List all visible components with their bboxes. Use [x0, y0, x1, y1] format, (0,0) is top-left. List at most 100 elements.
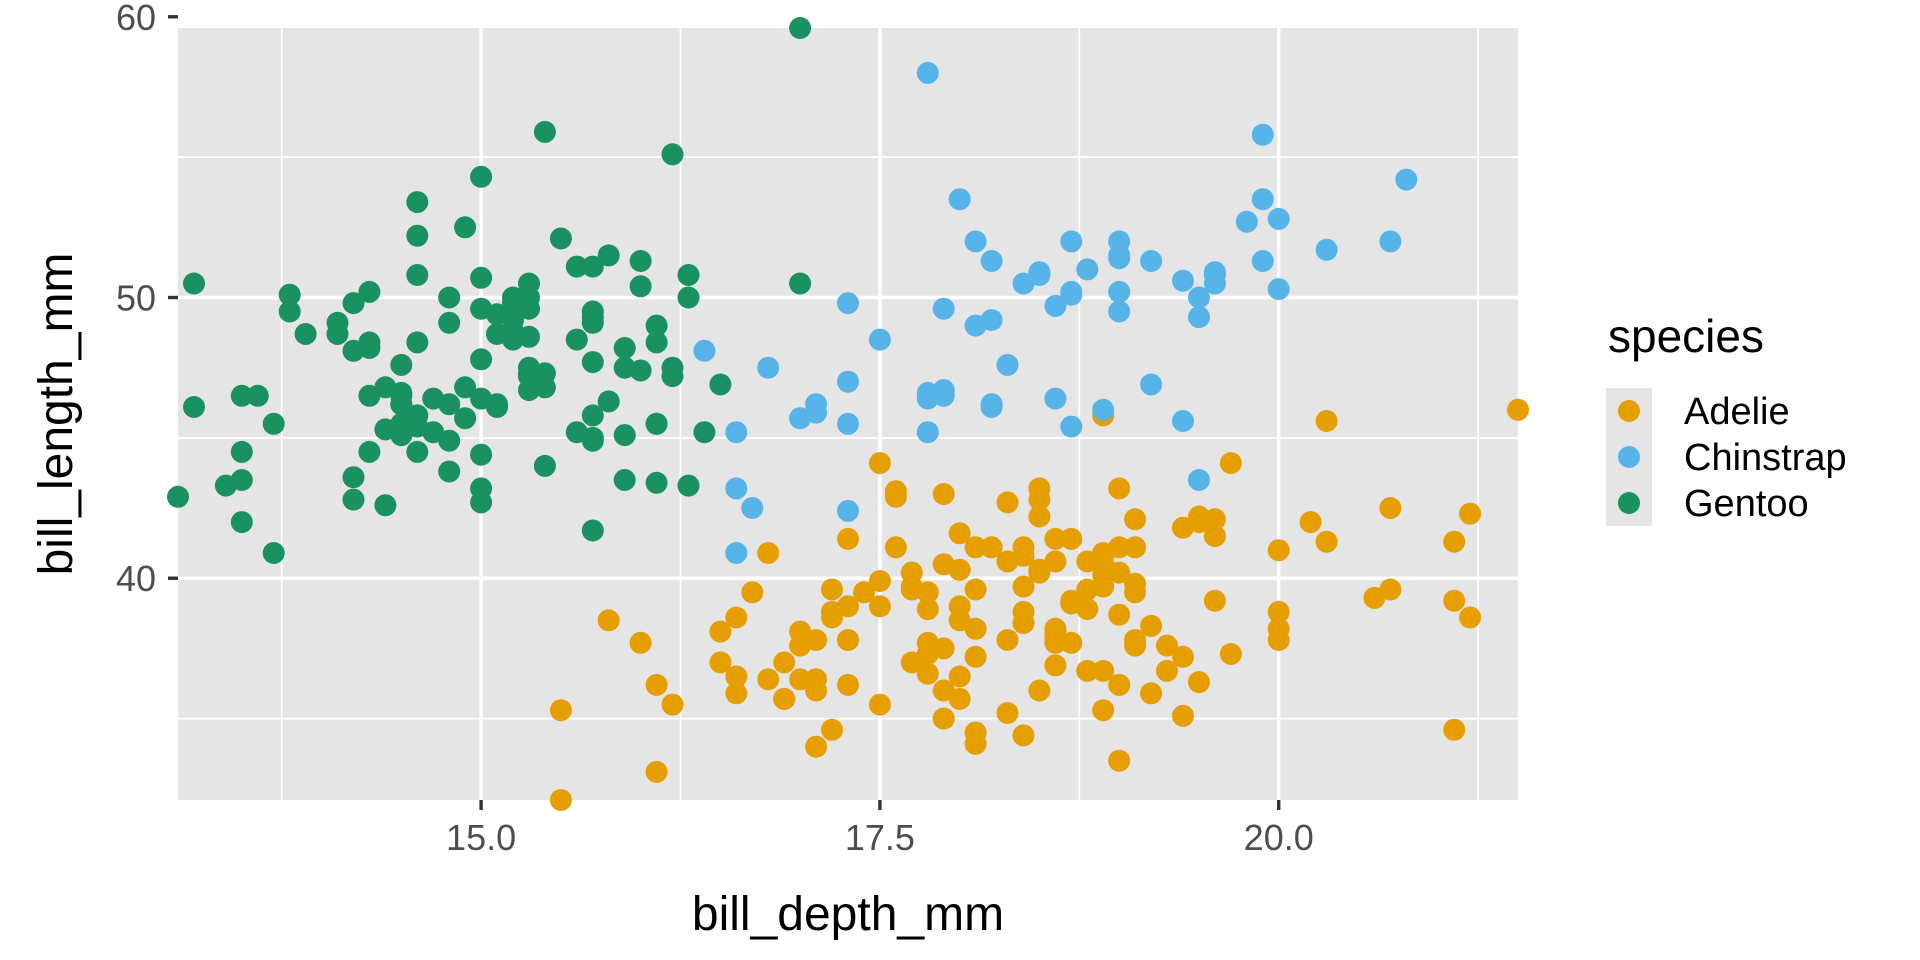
adelie-point-103 — [1092, 575, 1115, 598]
chinstrap-point-36 — [996, 353, 1019, 376]
chinstrap-point-61 — [837, 292, 859, 315]
chinstrap-point-63 — [1108, 244, 1131, 267]
chinstrap-point-5 — [916, 421, 939, 444]
gentoo-point-23 — [597, 390, 620, 413]
adelie-point-135 — [932, 483, 955, 505]
adelie-point-33 — [789, 668, 812, 691]
y-tick-label-1: 50 — [116, 277, 156, 318]
adelie-point-39 — [948, 665, 971, 688]
gentoo-point-63 — [470, 165, 493, 188]
chinstrap-point-9 — [1251, 250, 1274, 272]
adelie-point-117 — [1012, 536, 1035, 559]
adelie-point-129 — [884, 480, 907, 503]
legend-swatch-chinstrap — [1618, 446, 1640, 468]
legend-label-gentoo: Gentoo — [1684, 483, 1809, 525]
gentoo-point-87 — [629, 250, 652, 272]
adelie-point-144 — [549, 699, 572, 722]
chinstrap-point-45 — [1028, 264, 1051, 286]
gentoo-point-108 — [677, 474, 700, 497]
chinstrap-point-59 — [1172, 410, 1194, 432]
adelie-point-41 — [1028, 679, 1051, 702]
gentoo-point-0 — [183, 396, 205, 418]
adelie-point-43 — [773, 651, 796, 674]
gentoo-point-1 — [677, 286, 700, 309]
gentoo-point-103 — [326, 311, 349, 334]
chinstrap-point-62 — [693, 339, 716, 362]
adelie-point-146 — [1124, 581, 1147, 604]
chinstrap-point-48 — [1188, 469, 1210, 491]
chinstrap-point-17 — [916, 61, 939, 84]
adelie-point-90 — [805, 735, 828, 758]
chinstrap-point-2 — [1140, 250, 1163, 272]
adelie-point-13 — [1443, 718, 1466, 741]
chinstrap-point-50 — [1203, 264, 1226, 286]
adelie-point-99 — [1267, 539, 1290, 562]
gentoo-point-110 — [183, 272, 205, 295]
adelie-point-67 — [1172, 516, 1194, 539]
adelie-point-143 — [597, 609, 620, 632]
gentoo-point-56 — [438, 460, 461, 483]
x-axis-ticks: 15.0 17.5 20.0 — [446, 800, 1314, 858]
adelie-point-70 — [821, 578, 843, 601]
adelie-point-26 — [932, 553, 955, 576]
chinstrap-point-7 — [980, 250, 1003, 272]
chinstrap-point-28 — [916, 387, 939, 410]
gentoo-point-69 — [470, 266, 493, 289]
adelie-point-12 — [1459, 606, 1482, 629]
chinstrap-point-38 — [1140, 373, 1163, 396]
gentoo-point-36 — [374, 494, 397, 517]
gentoo-point-66 — [390, 393, 413, 416]
chinstrap-point-34 — [1044, 294, 1067, 317]
gentoo-point-13 — [406, 331, 429, 354]
gentoo-point-64 — [581, 404, 604, 427]
adelie-point-52 — [964, 721, 987, 744]
gentoo-point-85 — [406, 264, 429, 286]
chinstrap-point-40 — [964, 314, 987, 337]
gentoo-point-83 — [438, 286, 461, 309]
adelie-point-121 — [837, 527, 859, 550]
gentoo-point-107 — [406, 191, 429, 214]
chinstrap-point-58 — [1108, 280, 1131, 303]
gentoo-point-96 — [486, 303, 508, 326]
adelie-point-151 — [900, 561, 923, 584]
adelie-point-42 — [1219, 452, 1242, 475]
adelie-point-132 — [948, 595, 971, 618]
adelie-point-93 — [1092, 544, 1115, 567]
adelie-point-148 — [1203, 508, 1226, 531]
gentoo-point-91 — [406, 224, 429, 247]
gentoo-point-70 — [581, 351, 604, 374]
adelie-point-109 — [1315, 410, 1338, 432]
adelie-point-92 — [837, 673, 859, 696]
adelie-point-150 — [1044, 617, 1067, 640]
x-axis-title: bill_depth_mm — [692, 888, 1004, 941]
data-points — [167, 17, 1529, 811]
adelie-point-97 — [1028, 477, 1051, 500]
adelie-point-35 — [1267, 600, 1290, 623]
adelie-point-106 — [789, 620, 812, 643]
chinstrap-point-16 — [1267, 278, 1290, 301]
legend-label-adelie: Adelie — [1684, 391, 1790, 433]
gentoo-point-34 — [438, 311, 461, 334]
gentoo-point-102 — [661, 365, 684, 388]
adelie-point-11 — [884, 536, 907, 559]
gentoo-point-27 — [470, 348, 493, 371]
adelie-point-63 — [948, 522, 971, 545]
major-gridlines — [178, 15, 1518, 800]
gentoo-point-33 — [789, 17, 812, 39]
gentoo-point-117 — [502, 320, 524, 343]
chinstrap-point-46 — [789, 407, 812, 430]
chinstrap-point-35 — [757, 356, 780, 379]
gentoo-point-10 — [262, 542, 285, 564]
adelie-point-66 — [725, 682, 748, 705]
adelie-point-54 — [868, 595, 891, 618]
gentoo-point-31 — [342, 488, 365, 511]
adelie-point-140 — [1124, 629, 1147, 651]
adelie-point-69 — [1012, 575, 1035, 598]
gentoo-point-113 — [597, 244, 620, 267]
gentoo-point-47 — [789, 272, 812, 295]
adelie-point-113 — [996, 491, 1019, 514]
gentoo-point-105 — [374, 376, 397, 399]
gentoo-point-89 — [549, 227, 572, 250]
gentoo-point-68 — [230, 469, 253, 491]
adelie-point-139 — [805, 679, 828, 702]
